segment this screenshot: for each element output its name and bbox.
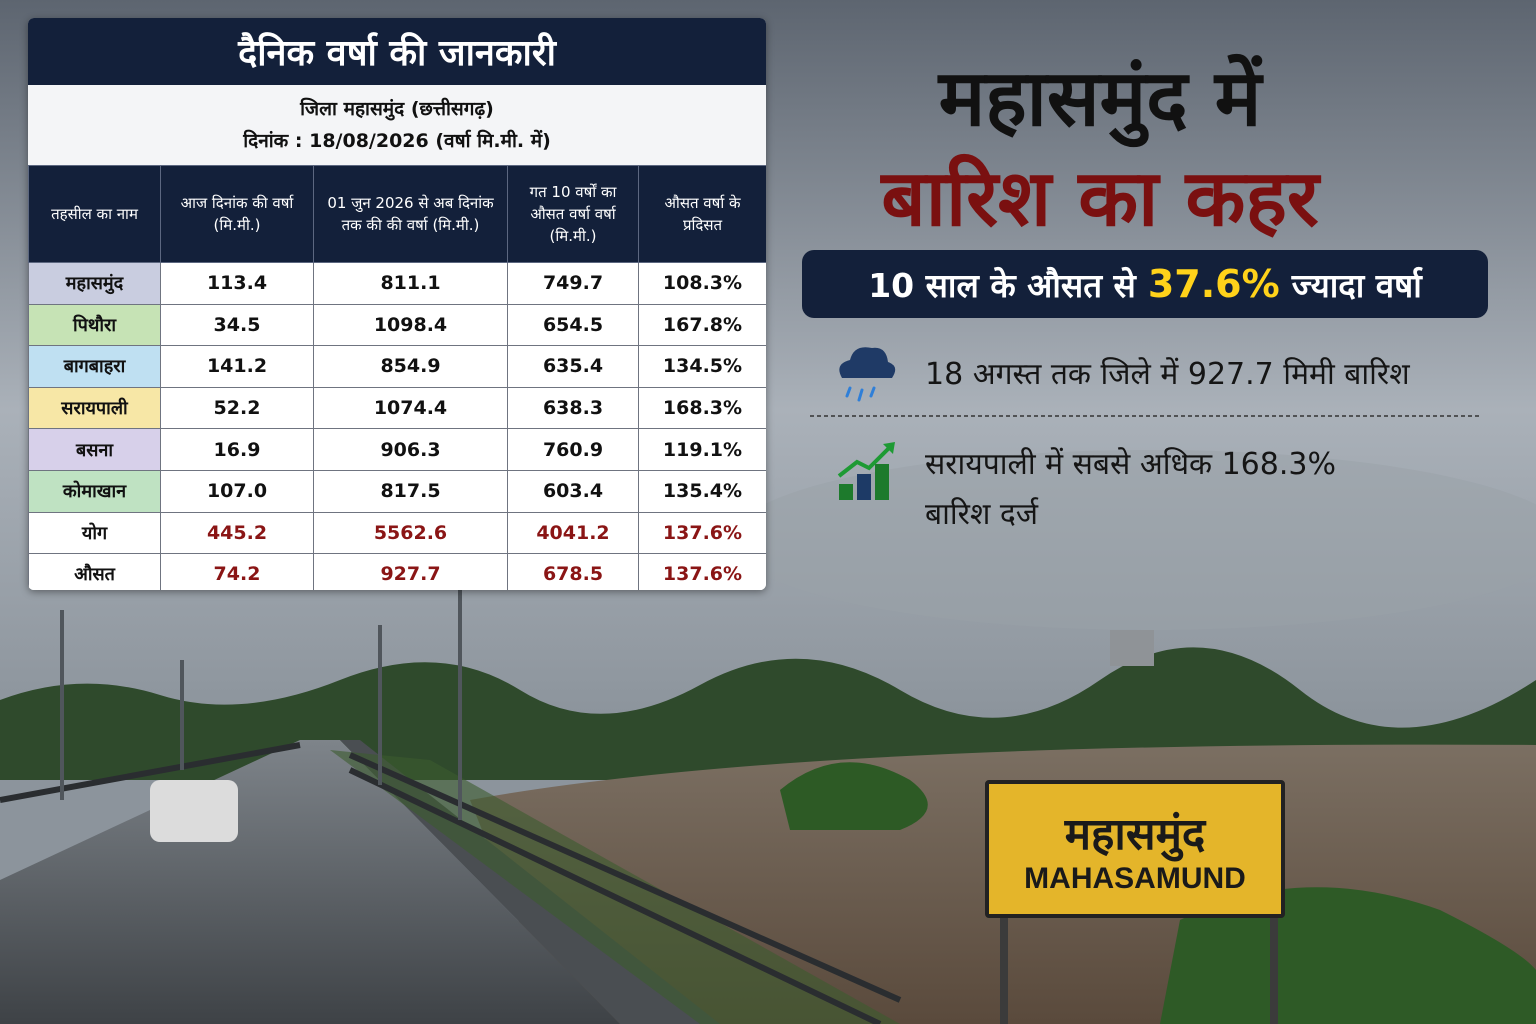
table-row: बसना 16.9 906.3 760.9 119.1%	[28, 428, 766, 471]
table-row: सरायपाली 52.2 1074.4 638.3 168.3%	[28, 386, 766, 430]
headline-line2: बारिश का कहर	[881, 154, 1319, 244]
cell: 906.3	[313, 428, 508, 471]
cell: 854.9	[313, 345, 508, 388]
cell: 817.5	[313, 469, 508, 513]
cell: 1074.4	[313, 386, 508, 430]
cell: 1098.4	[313, 303, 508, 347]
header-row: तहसील का नाम आज दिनांक की वर्षा (मि.मी.) 0…	[28, 165, 766, 263]
headline-line1: महासमुंद में	[938, 54, 1262, 144]
column-header: गत 10 वर्षों का औसत वर्षा वर्षा (मि.मी.)	[507, 165, 639, 263]
cell: 141.2	[160, 345, 314, 388]
cell: 135.4%	[638, 469, 766, 513]
cell: 119.1%	[638, 428, 766, 471]
growth-icon	[837, 442, 895, 500]
table-body: महासमुंद 113.4 811.1 749.7 108.3% पिथौरा 34.5 1…	[28, 262, 766, 590]
sign-hindi: महासमुंद	[1064, 809, 1206, 860]
cell: 137.6%	[638, 553, 766, 590]
cell: 52.2	[160, 386, 314, 430]
cell: 811.1	[313, 262, 508, 305]
banner: 10 साल के औसत से 37.6% ज्यादा वर्षा	[802, 250, 1488, 318]
cell: 4041.2	[507, 511, 639, 555]
fact: 18 अगस्त तक जिले में 927.7 मिमी बारिश	[925, 357, 1410, 392]
cell: 749.7	[507, 262, 639, 305]
banner-prefix: 10 साल के औसत से	[868, 265, 1136, 305]
divider	[810, 415, 1482, 417]
cell: 5562.6	[313, 511, 508, 555]
cell: 760.9	[507, 428, 639, 471]
row-name: महासमुंद	[28, 262, 161, 305]
row-name: औसत	[28, 553, 161, 590]
table-row: बागबाहरा 141.2 854.9 635.4 134.5%	[28, 345, 766, 388]
row-name: योग	[28, 511, 161, 555]
table-row: महासमुंद 113.4 811.1 749.7 108.3%	[28, 262, 766, 305]
cell: 113.4	[160, 262, 314, 305]
cell: 16.9	[160, 428, 314, 471]
cell: 134.5%	[638, 345, 766, 388]
banner-suffix: ज्यादा वर्षा	[1291, 265, 1422, 305]
cell: 654.5	[507, 303, 639, 347]
table-row: औसत 74.2 927.7 678.5 137.6%	[28, 553, 766, 590]
table-title: दैनिक वर्षा की जानकारी	[28, 18, 766, 85]
table-row: कोमाखान 107.0 817.5 603.4 135.4%	[28, 469, 766, 513]
cell: 638.3	[507, 386, 639, 430]
cell: 108.3%	[638, 262, 766, 305]
row-name: बागबाहरा	[28, 345, 161, 388]
table-subtitle: जिला महासमुंद (छत्तीसगढ़) दिनांक : 18/08…	[28, 85, 766, 165]
cell: 635.4	[507, 345, 639, 388]
cell: 137.6%	[638, 511, 766, 555]
table-row: पिथौरा 34.5 1098.4 654.5 167.8%	[28, 303, 766, 347]
row-name: कोमाखान	[28, 469, 161, 513]
cell: 445.2	[160, 511, 314, 555]
column-header: 01 जुन 2026 से अब दिनांक तक की की वर्षा …	[313, 165, 508, 263]
cell: 74.2	[160, 553, 314, 590]
town-sign: महासमुंद MAHASAMUND	[985, 780, 1285, 918]
cell: 168.3%	[638, 386, 766, 430]
cell: 34.5	[160, 303, 314, 347]
banner-highlight: 37.6%	[1147, 262, 1280, 306]
row-name: सरायपाली	[28, 386, 161, 430]
cell: 927.7	[313, 553, 508, 590]
cell: 167.8%	[638, 303, 766, 347]
column-header: औसत वर्षा के प्रदिसत	[638, 165, 766, 263]
subtitle-line: दिनांक : 18/08/2026 (वर्षा मि.मी. में)	[243, 130, 551, 152]
subtitle-line: जिला महासमुंद (छत्तीसगढ़)	[300, 98, 494, 120]
row-name: बसना	[28, 428, 161, 471]
data-table: तहसील का नाम आज दिनांक की वर्षा (मि.मी.) 0…	[28, 165, 766, 590]
cell: 603.4	[507, 469, 639, 513]
column-header: तहसील का नाम	[28, 165, 161, 263]
cell: 107.0	[160, 469, 314, 513]
sign-english: MAHASAMUND	[1024, 862, 1246, 895]
rain-icon	[839, 347, 896, 402]
rainfall-table: दैनिक वर्षा की जानकारी जिला महासमुंद (छत…	[28, 18, 766, 590]
fact: सरायपाली में सबसे अधिक 168.3% बारिश दर्ज	[925, 447, 1336, 532]
table-row: योग 445.2 5562.6 4041.2 137.6%	[28, 511, 766, 555]
row-name: पिथौरा	[28, 303, 161, 347]
column-header: आज दिनांक की वर्षा (मि.मी.)	[160, 165, 314, 263]
cell: 678.5	[507, 553, 639, 590]
